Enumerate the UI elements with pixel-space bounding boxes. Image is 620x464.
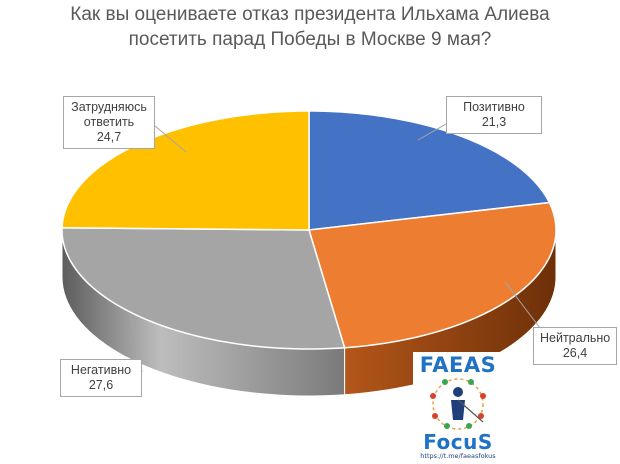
logo-url: https://t.me/faeasfokus <box>420 452 496 460</box>
chart-title: Как вы оцениваете отказ президента Ильха… <box>0 2 620 52</box>
label-hard-name-1: Затрудняюсь <box>71 100 147 114</box>
label-hard: Затрудняюсь ответить 24,7 <box>63 96 155 149</box>
label-neutral-value: 26,4 <box>562 346 588 360</box>
label-positive: Позитивно 21,3 <box>446 96 542 134</box>
label-hard-value: 24,7 <box>96 130 122 144</box>
leader-neutral <box>504 281 541 329</box>
faeas-focus-logo: FAEAS FocuS https://t.me/faeasfokus <box>413 352 503 460</box>
label-hard-name-2: ответить <box>83 115 135 129</box>
label-positive-value: 21,3 <box>481 115 507 129</box>
label-negative: Негативно 27,6 <box>60 359 142 397</box>
logo-top-word: FAEAS <box>419 353 497 377</box>
label-negative-value: 27,6 <box>88 378 114 392</box>
label-positive-name: Позитивно <box>463 100 525 114</box>
pie-slices <box>61 110 557 350</box>
pie-slice-нейтрально <box>308 201 557 349</box>
pie-slice-позитивно <box>308 110 551 231</box>
chart-title-line-2: посетить парад Победы в Москве 9 мая? <box>128 29 492 50</box>
label-neutral-name: Нейтрально <box>540 331 611 345</box>
chart-title-line-1: Как вы оцениваете отказ президента Ильха… <box>70 4 550 25</box>
label-neutral: Нейтрально 26,4 <box>533 327 617 365</box>
label-negative-name: Негативно <box>70 363 132 377</box>
leader-positive <box>417 123 447 141</box>
pie-slice-негативно <box>61 227 346 350</box>
logo-bottom-word: FocuS <box>423 430 493 454</box>
leader-hard <box>154 125 187 153</box>
logo-people-circle-icon <box>430 378 486 430</box>
